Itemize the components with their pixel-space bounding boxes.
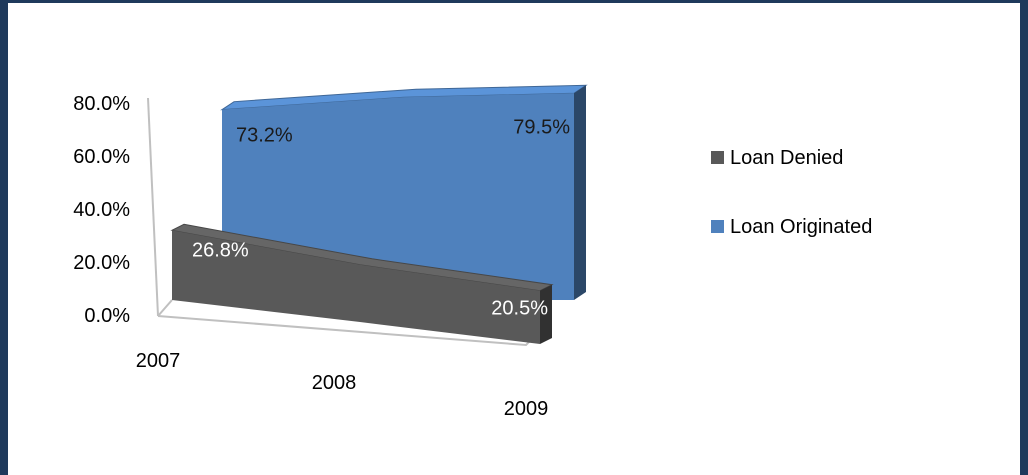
- legend: Loan Denied Loan Originated: [711, 147, 872, 238]
- y-tick-label: 0.0%: [84, 305, 130, 327]
- y-tick-label: 40.0%: [73, 199, 130, 221]
- x-tick-label-2008: 2008: [312, 372, 357, 394]
- legend-label: Loan Originated: [730, 216, 872, 238]
- data-label-denied-2007: 26.8%: [192, 239, 249, 261]
- series-side-face-originated: [574, 85, 586, 300]
- y-tick-label: 20.0%: [73, 252, 130, 274]
- y-tick-label: 60.0%: [73, 146, 130, 168]
- floor-edge-line: [157, 299, 173, 317]
- series-side-face-denied: [540, 284, 552, 344]
- y-axis-tick-labels: 0.0% 20.0% 40.0% 60.0% 80.0%: [73, 93, 130, 327]
- legend-swatch: [711, 151, 724, 164]
- data-labels: 73.2% 79.5% 26.8% 20.5%: [192, 116, 570, 319]
- legend-label: Loan Denied: [730, 147, 843, 169]
- data-label-originated-2009: 79.5%: [513, 116, 570, 138]
- y-axis-line: [147, 97, 159, 317]
- x-tick-label-2009: 2009: [504, 398, 549, 420]
- data-label-originated-2007: 73.2%: [236, 125, 293, 147]
- y-tick-label: 80.0%: [73, 93, 130, 115]
- series-front-face-denied: [172, 230, 540, 344]
- x-axis-tick-labels: 2007 2008 2009: [136, 350, 549, 420]
- series-loan-denied: [170, 223, 554, 344]
- legend-swatch: [711, 220, 724, 233]
- data-label-denied-2009: 20.5%: [491, 298, 548, 320]
- x-tick-label-2007: 2007: [136, 350, 181, 372]
